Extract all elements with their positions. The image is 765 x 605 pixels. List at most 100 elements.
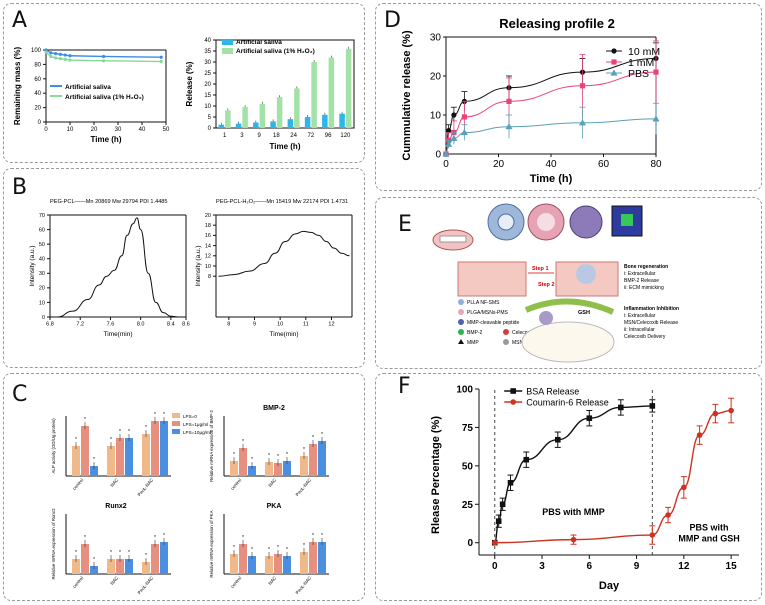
y-tick-label: 30 (39, 271, 45, 277)
chart-title: PEG-PCL-H₂O₂——Mn 15419 Mw 22174 PDI 1.47… (216, 199, 348, 205)
gsh-label: GSH (578, 310, 590, 316)
x-tick-label: 11 (303, 322, 309, 328)
legend-label: LPS=0 (183, 414, 197, 419)
x-tick-label: 0 (492, 561, 498, 572)
data-point (54, 56, 58, 60)
y-tick-label: 10 (430, 110, 442, 121)
bar (322, 114, 328, 128)
x-tick-label: 8.6 (182, 322, 190, 328)
legend-icon (458, 329, 464, 335)
bar (339, 113, 345, 128)
step-1-label: Step 1 (532, 266, 549, 272)
y-tick-label: 0 (38, 120, 42, 126)
significance-mark: * (303, 447, 305, 453)
series-line (445, 118, 657, 155)
series-line (445, 57, 657, 155)
y-axis-label: Relative mRNA expression of BMP-2 (209, 410, 214, 482)
x-tick-label: 20 (493, 159, 505, 170)
y-tick-label: 15 (204, 93, 211, 99)
data-point (649, 403, 656, 409)
legend-label: MMP (467, 340, 479, 346)
bar (345, 48, 352, 128)
y-axis-label: Relative mRNA expression of Runx2 (51, 508, 56, 580)
data-point (58, 52, 63, 56)
significance-mark: * (312, 533, 314, 539)
bar (107, 446, 115, 476)
panel-label-c: C (12, 382, 28, 407)
data-point (54, 52, 58, 56)
y-tick-label: 80 (34, 62, 41, 68)
data-point (450, 134, 458, 141)
y-tick-label: 40 (39, 257, 45, 263)
y-tick-label: 35 (204, 49, 211, 55)
x-tick-label: control (230, 477, 243, 491)
legend-marker (510, 388, 517, 394)
legend-marker (510, 399, 517, 405)
x-tick-label: PeoL-NAC (137, 477, 155, 497)
panel-label-e: E (398, 212, 412, 237)
x-axis-label: Time(min) (103, 331, 132, 338)
x-tick-label: 60 (598, 159, 610, 170)
panel-d: D Releasing profile 2 0 20 40 60 80 0 10 20 30 Tim… (375, 3, 762, 191)
expression-bar-charts: ALP activity (OD/Ug protein) * * * control * *… (51, 405, 329, 595)
bar (218, 124, 225, 128)
panel-label-a: A (12, 8, 28, 33)
bar (151, 421, 159, 476)
y-tick-label: 10 (205, 264, 211, 270)
y-tick-label: 16 (205, 233, 211, 239)
significance-mark: * (84, 417, 86, 423)
data-point (570, 536, 577, 543)
bar (248, 556, 256, 574)
bar (242, 107, 248, 128)
y-tick-label: 60 (34, 77, 41, 83)
data-point (507, 479, 514, 486)
y-tick-label: 75 (462, 423, 474, 434)
pms-core (537, 213, 555, 231)
significance-mark: * (128, 550, 130, 556)
panel-f: F 0 3 6 9 12 15 0 25 50 75 100 Day Rlease Percentage… (375, 373, 762, 601)
msn-particle (569, 205, 603, 239)
significance-mark: * (119, 550, 121, 556)
significance-mark: * (286, 452, 288, 458)
y-tick-label: 30 (430, 32, 442, 43)
x-tick-label: NAC (267, 575, 277, 586)
x-tick-label: 30 (115, 127, 122, 133)
x-tick-label: control (230, 575, 243, 589)
data-point (460, 128, 468, 136)
bar (311, 62, 317, 128)
legend-label: Artificial saliva (65, 84, 111, 91)
legend-swatch (222, 48, 233, 54)
y-tick-label: 40 (204, 38, 211, 44)
significance-mark: * (233, 545, 235, 551)
data-point (491, 539, 498, 546)
data-point (446, 128, 452, 134)
bar (90, 566, 98, 574)
bar (253, 122, 259, 128)
significance-mark: * (321, 432, 323, 438)
y-tick-label: 20 (430, 71, 442, 82)
annotation-pbs-mmp-gsh: MMP and GSH (678, 533, 739, 543)
x-tick-label: 0 (443, 159, 449, 170)
y-tick-label: 25 (462, 500, 474, 511)
significance-mark: * (145, 425, 147, 431)
mechanism-text: Celecoxib Delivery (624, 334, 666, 340)
legend-label: 10 mM (628, 46, 660, 58)
legend-icon (503, 329, 509, 335)
significance-mark: * (145, 553, 147, 559)
x-tick-label: 9 (634, 561, 640, 572)
bar (72, 559, 80, 574)
data-point (499, 501, 506, 508)
x-tick-label: 72 (308, 133, 315, 139)
bar (116, 559, 124, 574)
gpc-curve (57, 217, 179, 318)
bar (142, 562, 150, 574)
y-tick-label: 5 (208, 115, 212, 121)
x-tick-label: 18 (273, 133, 280, 139)
data-point (58, 57, 63, 61)
significance-mark: * (268, 547, 270, 553)
data-point (442, 150, 450, 157)
series-line (445, 71, 657, 155)
data-point (461, 114, 467, 120)
significance-mark: * (84, 535, 86, 541)
significance-mark: * (110, 437, 112, 443)
